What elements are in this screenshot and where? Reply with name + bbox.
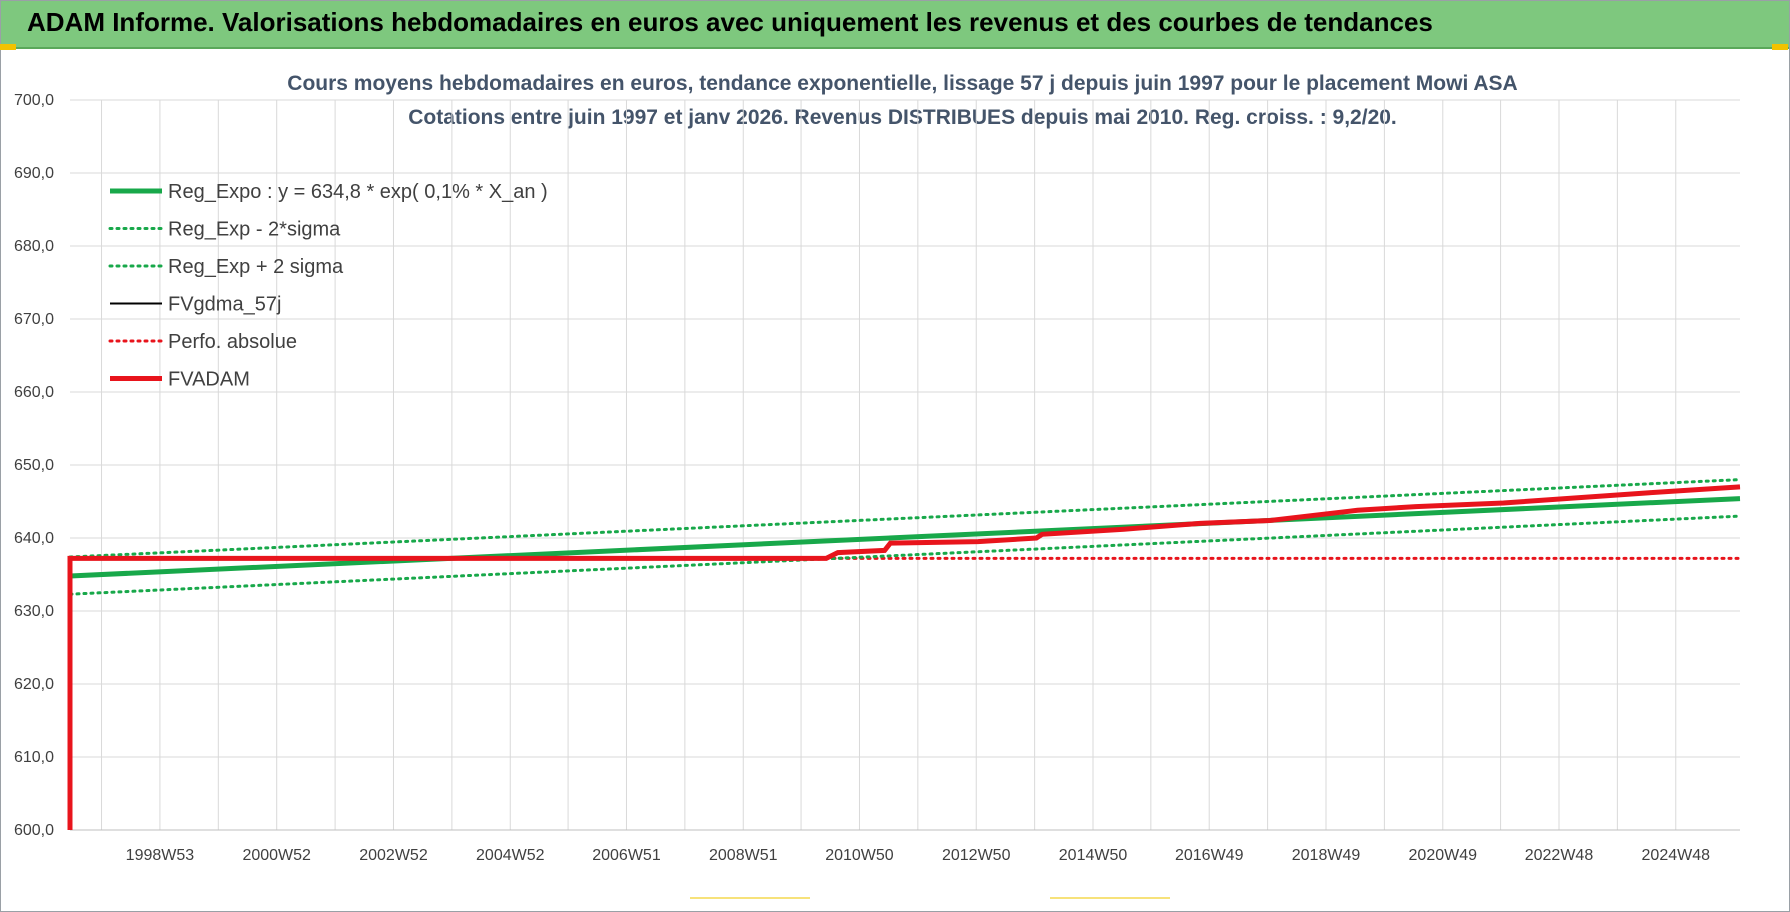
- legend-label-0: Reg_Expo : y = 634,8 * exp( 0,1% * X_an …: [168, 181, 548, 203]
- x-tick-label: 2012W50: [942, 847, 1011, 864]
- series-line-3: [70, 485, 1741, 560]
- x-tick-label: 2024W48: [1642, 847, 1711, 864]
- bottom-mark-1: [690, 897, 810, 899]
- y-tick-label: 690,0: [14, 165, 54, 182]
- x-tick-label: 2006W51: [592, 847, 661, 864]
- y-tick-label: 650,0: [14, 457, 54, 474]
- legend-label-5: FVADAM: [168, 369, 250, 391]
- y-tick-label: 700,0: [14, 92, 54, 109]
- chart-title-line2: Cotations entre juin 1997 et janv 2026. …: [408, 106, 1397, 129]
- x-tick-label: 2010W50: [825, 847, 894, 864]
- y-tick-label: 610,0: [14, 749, 54, 766]
- y-tick-label: 630,0: [14, 603, 54, 620]
- y-tick-label: 670,0: [14, 311, 54, 328]
- series-line-5: [67, 484, 1741, 830]
- y-tick-label: 620,0: [14, 676, 54, 693]
- legend-label-1: Reg_Exp - 2*sigma: [168, 219, 341, 241]
- legend-label-2: Reg_Exp + 2 sigma: [168, 256, 344, 278]
- header-banner: ADAM Informe. Valorisations hebdomadaire…: [1, 1, 1789, 49]
- banner-title: ADAM Informe. Valorisations hebdomadaire…: [27, 7, 1433, 37]
- y-tick-label: 640,0: [14, 530, 54, 547]
- legend-label-4: Perfo. absolue: [168, 331, 297, 353]
- x-tick-label: 2016W49: [1175, 847, 1244, 864]
- x-tick-label: 1998W53: [126, 847, 195, 864]
- corner-mark-left: [0, 44, 16, 50]
- legend-label-3: FVgdma_57j: [168, 294, 281, 316]
- x-tick-label: 2004W52: [476, 847, 545, 864]
- corner-mark-right: [1772, 44, 1788, 50]
- chart-title-line1: Cours moyens hebdomadaires en euros, ten…: [287, 72, 1518, 95]
- y-tick-label: 680,0: [14, 238, 54, 255]
- bottom-mark-2: [1050, 897, 1170, 899]
- x-tick-label: 2002W52: [359, 847, 428, 864]
- x-tick-label: 2022W48: [1525, 847, 1594, 864]
- x-tick-label: 2018W49: [1292, 847, 1361, 864]
- series-line-2: [68, 478, 1742, 559]
- y-tick-label: 600,0: [14, 822, 54, 839]
- x-tick-label: 2014W50: [1059, 847, 1128, 864]
- series-line-0: [69, 496, 1741, 579]
- y-tick-label: 660,0: [14, 384, 54, 401]
- x-tick-label: 2000W52: [242, 847, 311, 864]
- x-tick-label: 2020W49: [1409, 847, 1478, 864]
- x-tick-label: 2008W51: [709, 847, 778, 864]
- series-line-1: [68, 514, 1742, 596]
